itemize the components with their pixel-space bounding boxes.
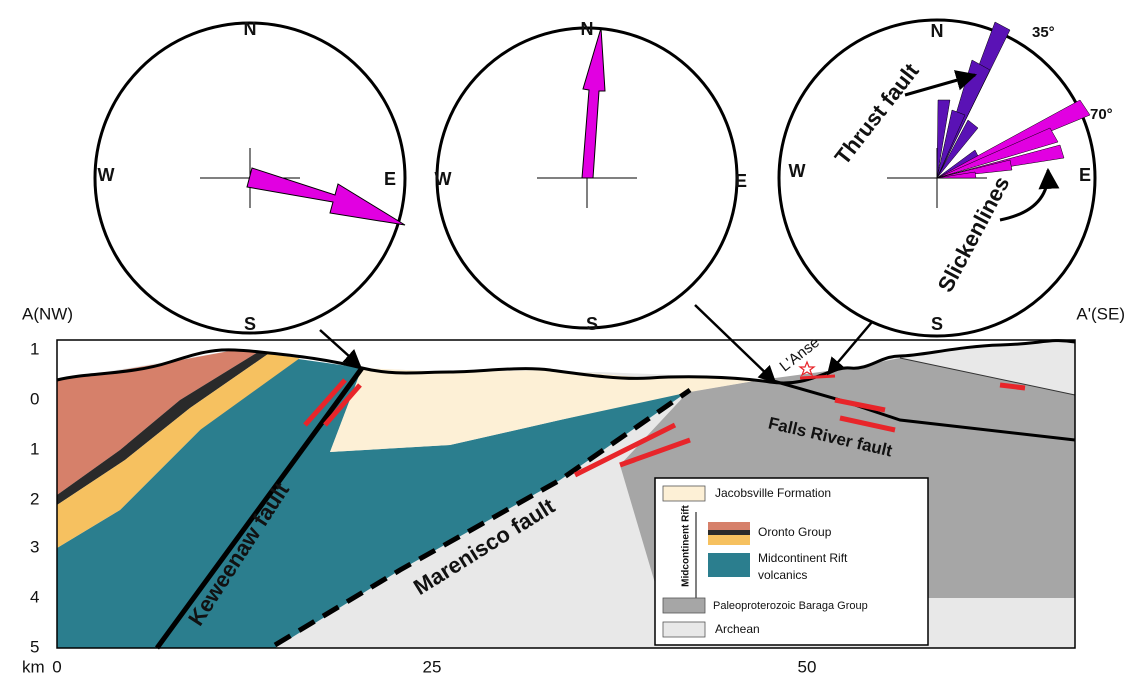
south-label: S <box>586 314 598 334</box>
swatch <box>708 522 750 530</box>
depth-unit: km <box>22 657 45 676</box>
east-label: E <box>384 169 396 189</box>
cross-section-figure: 1 0 1 2 3 4 5 km 0 25 50 A(NW) A'(SE) Ke… <box>0 0 1125 683</box>
east-label: E <box>735 171 747 191</box>
legend-text: Paleoproterozoic Baraga Group <box>713 600 868 612</box>
angle-label: 70° <box>1090 106 1113 123</box>
swatch <box>663 622 705 637</box>
legend-text: Midcontinent Rift <box>758 551 848 565</box>
depth-label: 5 <box>30 637 39 656</box>
depth-label: 4 <box>30 587 39 606</box>
distance-label: 50 <box>798 657 817 676</box>
distance-label: 25 <box>423 657 442 676</box>
north-label: N <box>581 19 594 39</box>
stereonet-3: N S W E 35° 70° Thrust fault Slickenline… <box>779 20 1113 336</box>
depth-label: 3 <box>30 537 39 556</box>
left-end-label: A(NW) <box>22 304 73 323</box>
distance-label: 0 <box>52 657 61 676</box>
swatch <box>708 553 750 577</box>
east-label: E <box>1079 165 1091 185</box>
south-label: S <box>931 314 943 334</box>
swatch <box>708 530 750 535</box>
legend-group: Midcontinent Rift <box>681 505 692 587</box>
swatch <box>663 486 705 501</box>
legend-text: volcanics <box>758 568 807 582</box>
depth-label: 2 <box>30 489 39 508</box>
north-label: N <box>244 19 257 39</box>
stereonet-2: N S W E <box>435 19 748 334</box>
north-label: N <box>931 21 944 41</box>
west-label: W <box>435 169 452 189</box>
right-end-label: A'(SE) <box>1076 304 1125 323</box>
depth-label: 1 <box>30 439 39 458</box>
west-label: W <box>789 161 806 181</box>
angle-label: 35° <box>1032 24 1055 41</box>
stereonet-1: N S W E <box>95 19 405 334</box>
legend-text: Archean <box>715 622 760 636</box>
legend-text: Jacobsville Formation <box>715 486 831 500</box>
legend: Jacobsville Formation Midcontinent Rift … <box>655 478 928 645</box>
south-label: S <box>244 314 256 334</box>
swatch <box>663 598 705 613</box>
legend-text: Oronto Group <box>758 525 832 539</box>
depth-label: 1 <box>30 339 39 358</box>
west-label: W <box>98 165 115 185</box>
red-arrow <box>800 376 835 378</box>
swatch <box>708 535 750 545</box>
depth-label: 0 <box>30 389 39 408</box>
